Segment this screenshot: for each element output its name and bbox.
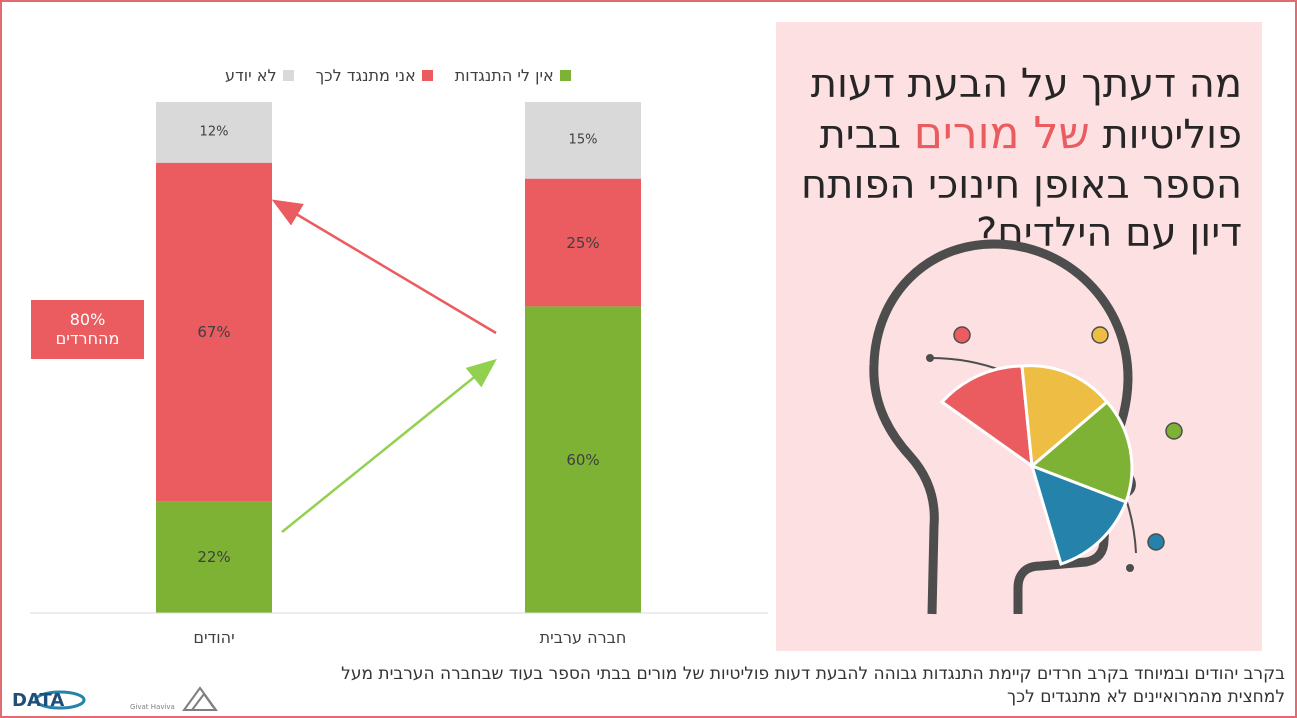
- data-logo-text: DATA: [12, 690, 64, 711]
- orbit-dot-end: [1126, 564, 1134, 572]
- head-outline: [869, 239, 1136, 615]
- chart-legend: אין לי התנגדות אני מתנגד לכך לא יודע: [225, 66, 571, 85]
- bar-segment-1-0: [525, 306, 641, 613]
- legend-item-oppose: אני מתנגד לכך: [316, 66, 433, 85]
- data-label-0-2: 12%: [199, 124, 229, 140]
- data-logo-icon: DATA: [12, 690, 86, 711]
- callout-percent: 80%: [69, 310, 106, 330]
- data-label-1-0: 60%: [566, 450, 600, 469]
- legend-item-no-objection: אין לי התנגדות: [455, 66, 571, 85]
- data-label-1-1: 25%: [566, 233, 600, 252]
- givat-haviva-text: Givat Haviva: [130, 703, 175, 711]
- footer-caption: בקרב יהודים ובמיוחד בקרב חרדים קיימת התנ…: [225, 663, 1285, 709]
- slide-title: מה דעתך על הבעת דעות פוליטיות של מורים ב…: [772, 60, 1242, 257]
- bar-segment-1-2: [525, 102, 641, 179]
- pie-green-wedge: [1029, 399, 1134, 504]
- data-label-0-1: 67%: [197, 323, 231, 342]
- legend-swatch-gray: [282, 70, 294, 81]
- legend-item-dont-know: לא יודע: [225, 66, 294, 85]
- bar-segment-0-1: [156, 162, 272, 502]
- category-label-arab-society: חברה ערבית: [539, 628, 627, 647]
- pie-yellow-wedge: [1020, 364, 1110, 470]
- data-label-1-2: 15%: [568, 132, 598, 148]
- data-label-0-0: 22%: [197, 548, 231, 567]
- legend-swatch-red: [421, 70, 433, 81]
- stacked-bar-chart: [30, 102, 768, 614]
- orbit-yellow-dot: [1091, 326, 1109, 344]
- category-label-jews: יהודים: [193, 628, 235, 647]
- bar-segment-0-2: [156, 102, 272, 163]
- green-arrow: [281, 358, 497, 533]
- callout-text: מהחרדים: [55, 328, 120, 348]
- title-line-2-post: בבית: [819, 112, 901, 158]
- bar-segment-1-1: [525, 178, 641, 307]
- orbit-dot-start: [926, 354, 934, 362]
- bar-segment-0-0: [156, 501, 272, 613]
- legend-swatch-green: [559, 70, 571, 81]
- title-line-3: הספר באופן חינוכי הפותח: [801, 161, 1242, 208]
- title-panel: מה דעתך על הבעת דעות פוליטיות של מורים ב…: [776, 22, 1262, 651]
- haredi-callout: 80% מהחרדים: [31, 300, 144, 359]
- givat-haviva-logo-icon: Givat Haviva: [130, 686, 218, 711]
- orbit-red-dot: [953, 326, 971, 344]
- title-line-2: פוליטיות של מורים בבית: [772, 108, 1242, 161]
- title-line-1: מה דעתך על הבעת דעות: [810, 61, 1242, 107]
- legend-label: אני מתנגד לכך: [315, 66, 416, 85]
- legend-label: לא יודע: [225, 66, 277, 85]
- pie-red-wedge: [939, 364, 1034, 470]
- footer-line-1: בקרב יהודים ובמיוחד בקרב חרדים קיימת התנ…: [341, 664, 1285, 684]
- pie-blue-wedge: [1029, 463, 1128, 566]
- red-arrow: [271, 199, 497, 335]
- legend-label: אין לי התנגדות: [454, 66, 554, 85]
- title-line-2-pre: פוליטיות: [1102, 112, 1242, 158]
- title-highlight: של מורים: [913, 108, 1090, 159]
- orbit-blue-dot: [1147, 533, 1165, 551]
- orbit-green-dot: [1165, 422, 1183, 440]
- footer-logos: DATA Givat Haviva: [12, 686, 218, 711]
- footer-line-2: למחצית מהמרואיינים לא מתנגדים לכך: [1007, 686, 1285, 707]
- head-pie-illustration-icon: [869, 239, 1183, 615]
